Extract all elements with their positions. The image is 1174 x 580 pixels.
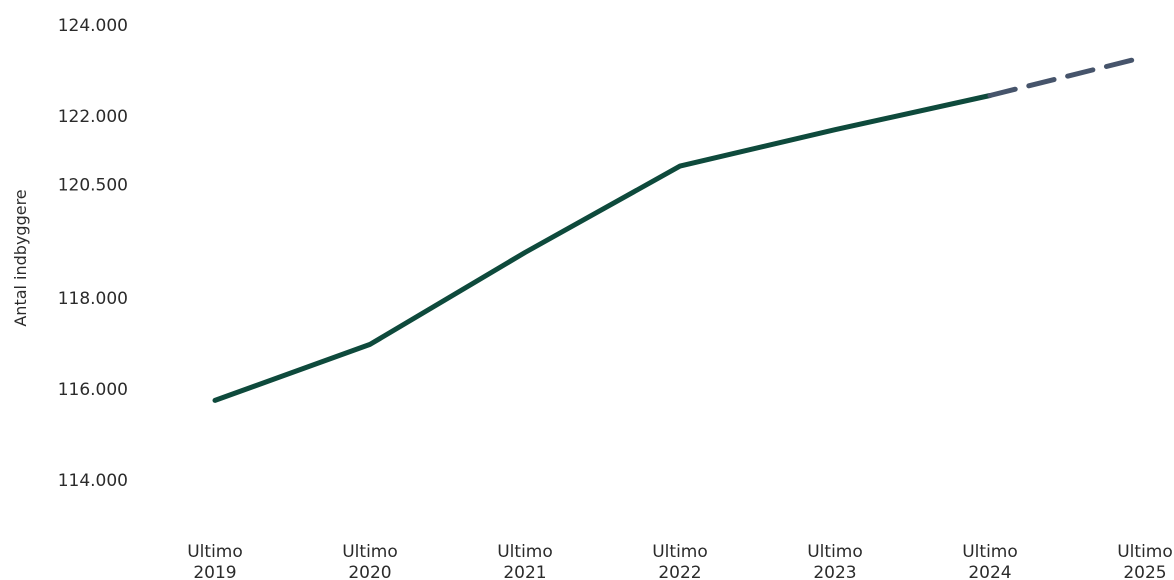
- y-tick-label: 114.000: [58, 471, 128, 491]
- x-tick-label: Ultimo 2025: [1117, 542, 1173, 580]
- x-tick-label: Ultimo 2020: [342, 542, 398, 580]
- y-tick-label: 124.000: [58, 16, 128, 36]
- series-line-forecast: [987, 54, 1148, 98]
- y-tick-label: 118.000: [58, 289, 128, 309]
- series-line-actual: [212, 93, 993, 403]
- y-axis-title: Antal indbyggere: [11, 189, 30, 326]
- x-tick-label: Ultimo 2021: [497, 542, 553, 580]
- x-tick-label: Ultimo 2022: [652, 542, 708, 580]
- series-group: [212, 54, 1148, 403]
- x-axis-ticks: Ultimo 2019 Ultimo 2020 Ultimo 2021 Ultimo 2022…: [187, 542, 1173, 580]
- x-tick-label: Ultimo 2019: [187, 542, 243, 580]
- x-tick-label: Ultimo 2023: [807, 542, 863, 580]
- y-tick-label: 116.000: [58, 380, 128, 400]
- y-tick-label: 120.500: [58, 175, 128, 195]
- x-tick-label: Ultimo 2024: [962, 542, 1018, 580]
- y-tick-label: 122.000: [58, 107, 128, 127]
- y-axis-ticks: 114.000 116.000 118.000 120.500 122.000 124.0…: [58, 16, 128, 491]
